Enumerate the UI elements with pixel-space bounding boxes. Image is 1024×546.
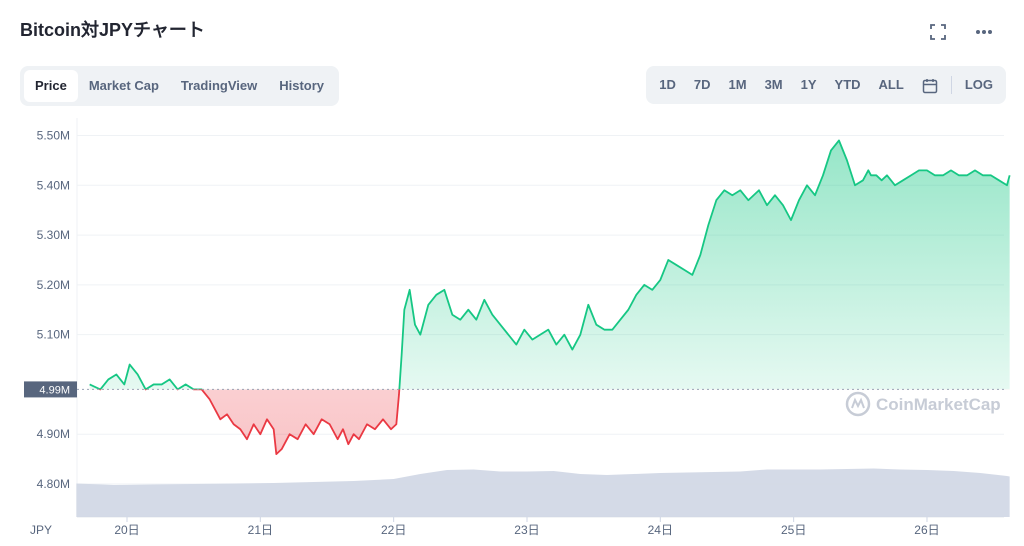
coinmarketcap-logo-icon [845, 391, 871, 417]
more-options-icon[interactable] [974, 22, 994, 42]
tab-price[interactable]: Price [24, 70, 78, 102]
volume-area [76, 468, 1010, 517]
page-title: Bitcoin対JPYチャート [20, 20, 205, 40]
price-line [89, 139, 1011, 456]
y-axis-labels: 5.50M 5.40M 5.30M 5.20M 5.10M 4.90M 4.80M [37, 129, 70, 492]
x-tick-label: 21日 [248, 523, 273, 537]
range-3m[interactable]: 3M [764, 77, 783, 92]
range-ytd[interactable]: YTD [834, 77, 861, 92]
range-all[interactable]: ALL [878, 77, 904, 92]
fullscreen-icon[interactable] [928, 22, 948, 42]
y-tick-label: 5.10M [37, 328, 70, 342]
watermark-text: CoinMarketCap [876, 395, 1001, 414]
y-tick-label: 5.30M [37, 228, 70, 242]
watermark: CoinMarketCap [845, 391, 1001, 417]
y-tick-label: 4.80M [37, 477, 70, 491]
currency-label: JPY [30, 523, 52, 537]
volume-area-path [76, 468, 1010, 517]
y-tick-label: 4.90M [37, 427, 70, 441]
chart-type-tabs: Price Market Cap TradingView History [20, 66, 340, 106]
x-tick-label: 26日 [914, 523, 939, 537]
area-fill-up [89, 140, 1010, 390]
range-7d[interactable]: 7D [693, 77, 711, 92]
x-tick-label: 24日 [648, 523, 673, 537]
x-tick-label: 22日 [381, 523, 406, 537]
tab-tradingview[interactable]: TradingView [180, 78, 258, 93]
price-line-down [98, 389, 401, 456]
x-tick-label: 23日 [514, 523, 539, 537]
y-tick-label: 5.20M [37, 278, 70, 292]
range-1m[interactable]: 1M [728, 77, 747, 92]
y-tick-label: 5.40M [37, 178, 70, 192]
calendar-button[interactable] [913, 70, 947, 100]
time-range-selector: 1D 7D 1M 3M 1Y YTD ALL LOG [646, 66, 1006, 104]
tab-market-cap[interactable]: Market Cap [88, 78, 159, 93]
area-fill-down [201, 389, 400, 455]
x-tick-label: 20日 [114, 523, 139, 537]
top-icons [928, 22, 994, 42]
price-line-up [89, 139, 1011, 390]
range-divider [950, 76, 952, 94]
range-1y[interactable]: 1Y [800, 77, 817, 92]
x-tick-label: 25日 [781, 523, 806, 537]
current-price-tag: 4.99M [24, 381, 77, 398]
price-area-fill [89, 140, 1010, 455]
x-axis-labels: 20日 21日 22日 23日 24日 25日 26日 [114, 523, 939, 537]
y-tick-label: 5.50M [37, 129, 70, 143]
current-price-text: 4.99M [39, 384, 70, 396]
calendar-icon [922, 78, 938, 93]
range-1d[interactable]: 1D [659, 77, 676, 92]
tab-history[interactable]: History [279, 78, 325, 93]
log-scale-toggle[interactable]: LOG [964, 77, 993, 92]
